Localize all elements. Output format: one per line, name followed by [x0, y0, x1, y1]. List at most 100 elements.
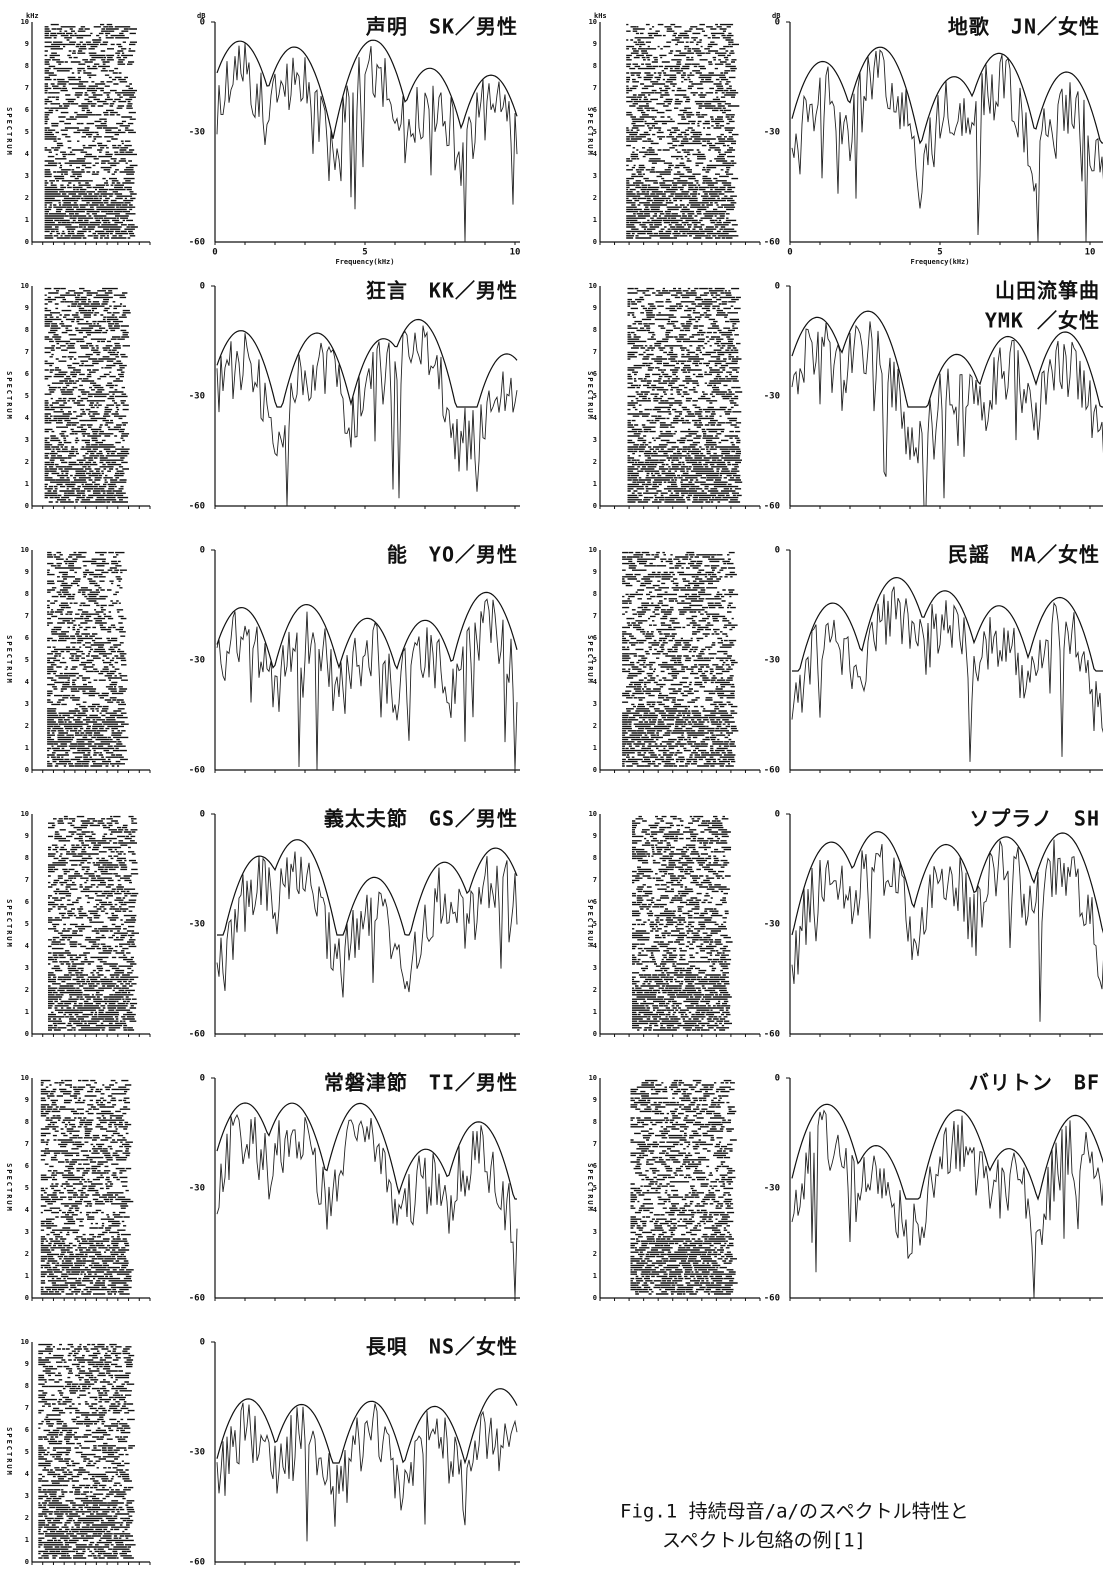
spectrogram-texture: [47, 553, 129, 766]
spectrogram-unit: kHz: [26, 12, 39, 20]
y-tick-label: 0: [200, 1074, 205, 1084]
spectrogram-texture: [631, 1081, 738, 1294]
y-tick-label: -60: [764, 1030, 780, 1040]
envelope-line: [217, 320, 517, 408]
spectrum-line: [217, 599, 517, 770]
y-tick-label: -30: [764, 128, 780, 138]
spectrogram-tick-label: 2: [25, 194, 29, 202]
spectrogram-tick-label: 8: [593, 62, 597, 70]
spectrogram-tick-label: 5: [25, 920, 29, 928]
spectrogram-tick-label: 9: [25, 1096, 29, 1104]
spectrogram-tick-label: 0: [593, 238, 597, 246]
spectrogram-tick-label: 10: [21, 282, 29, 290]
y-tick-label: -30: [764, 1184, 780, 1194]
spectrogram-tick-label: 0: [25, 238, 29, 246]
spectrogram-tick-label: 9: [593, 1096, 597, 1104]
y-tick-label: -60: [764, 502, 780, 512]
spectrogram-label: SPECTRUM: [586, 371, 594, 421]
envelope-line: [217, 1389, 517, 1463]
envelope-line: [792, 47, 1105, 143]
spectrogram-label: SPECTRUM: [586, 1163, 594, 1213]
y-tick-label: -60: [189, 1294, 205, 1304]
spectrogram-tick-label: 8: [593, 326, 597, 334]
panel-title: バリトン BF: [969, 1071, 1100, 1095]
spectrogram-tick-label: 2: [593, 194, 597, 202]
spectrogram-tick-label: 9: [25, 40, 29, 48]
y-tick-label: 0: [775, 810, 780, 820]
spectrogram-tick-label: 2: [25, 722, 29, 730]
spectrogram-tick-label: 6: [25, 106, 29, 114]
spectrogram-tick-label: 6: [25, 1162, 29, 1170]
y-unit: dB: [197, 12, 205, 20]
envelope-line: [217, 592, 517, 668]
spectrogram-tick-label: 7: [593, 348, 597, 356]
spectrogram-tick-label: 6: [25, 634, 29, 642]
spectrogram-tick-label: 9: [25, 1360, 29, 1368]
y-tick-label: -60: [189, 238, 205, 248]
x-tick-label: 5: [937, 248, 942, 258]
y-tick-label: -60: [189, 1030, 205, 1040]
spectrogram-tick-label: 9: [593, 568, 597, 576]
spectrogram-tick-label: 2: [593, 722, 597, 730]
y-tick-label: -60: [189, 766, 205, 776]
spectrum-line: [217, 1403, 517, 1542]
spectrum-line: [792, 1111, 1105, 1298]
spectrogram-label: SPECTRUM: [5, 371, 13, 421]
spectrogram-tick-label: 9: [25, 832, 29, 840]
spectrogram-tick-label: 0: [593, 1294, 597, 1302]
spectrogram-tick-label: 4: [25, 678, 29, 686]
spectrogram-tick-label: 4: [25, 150, 29, 158]
y-tick-label: -60: [764, 766, 780, 776]
panel-title: YMK ／女性: [985, 309, 1100, 333]
spectrogram-label: SPECTRUM: [586, 107, 594, 157]
envelope-line: [792, 832, 1105, 935]
spectrogram-tick-label: 7: [25, 876, 29, 884]
spectrogram-tick-label: 1: [593, 744, 597, 752]
y-tick-label: -30: [189, 128, 205, 138]
spectrogram-tick-label: 8: [593, 1118, 597, 1126]
spectrogram-tick-label: 1: [25, 1008, 29, 1016]
spectrum-line: [792, 840, 1105, 1022]
y-tick-label: 0: [200, 282, 205, 292]
spectrogram-texture: [626, 25, 739, 238]
y-tick-label: -30: [764, 920, 780, 930]
spectrogram-tick-label: 1: [593, 480, 597, 488]
y-tick-label: 0: [200, 1338, 205, 1348]
spectrogram-texture: [45, 289, 131, 502]
spectrogram-tick-label: 3: [25, 172, 29, 180]
panel-title: 地歌 JN／女性: [948, 15, 1100, 39]
spectrogram-tick-label: 7: [593, 612, 597, 620]
spectrum-line: [217, 1115, 517, 1298]
x-tick-label: 5: [362, 248, 367, 258]
panel-title: 義太夫節 GS／男性: [324, 807, 518, 831]
spectrogram-tick-label: 3: [25, 1492, 29, 1500]
spectrogram-tick-label: 3: [593, 1228, 597, 1236]
y-tick-label: 0: [775, 1074, 780, 1084]
spectrogram-tick-label: 10: [589, 546, 597, 554]
y-tick-label: 0: [775, 282, 780, 292]
spectrogram-tick-label: 7: [25, 348, 29, 356]
panel-title: 声明 SK／男性: [365, 15, 518, 39]
spectrogram-texture: [48, 817, 139, 1030]
spectrogram-label: SPECTRUM: [586, 635, 594, 685]
spectrogram-tick-label: 0: [593, 1030, 597, 1038]
spectrogram-tick-label: 2: [25, 1514, 29, 1522]
spectrogram-tick-label: 8: [25, 326, 29, 334]
y-tick-label: 0: [775, 546, 780, 556]
x-tick-label: 10: [1085, 248, 1096, 258]
spectrogram-tick-label: 1: [25, 744, 29, 752]
spectrogram-label: SPECTRUM: [5, 1427, 13, 1477]
panel-title: 常磐津節 TI／男性: [324, 1071, 518, 1095]
spectrogram-label: SPECTRUM: [5, 107, 13, 157]
spectrogram-tick-label: 3: [25, 1228, 29, 1236]
spectrogram-tick-label: 9: [593, 832, 597, 840]
spectrogram-tick-label: 9: [593, 40, 597, 48]
y-tick-label: -30: [189, 1184, 205, 1194]
spectrogram-tick-label: 6: [25, 898, 29, 906]
y-tick-label: 0: [200, 546, 205, 556]
spectrogram-tick-label: 1: [25, 480, 29, 488]
spectrogram-tick-label: 4: [25, 414, 29, 422]
spectrogram-tick-label: 10: [589, 810, 597, 818]
spectrogram-tick-label: 10: [21, 546, 29, 554]
spectrogram-label: SPECTRUM: [586, 899, 594, 949]
